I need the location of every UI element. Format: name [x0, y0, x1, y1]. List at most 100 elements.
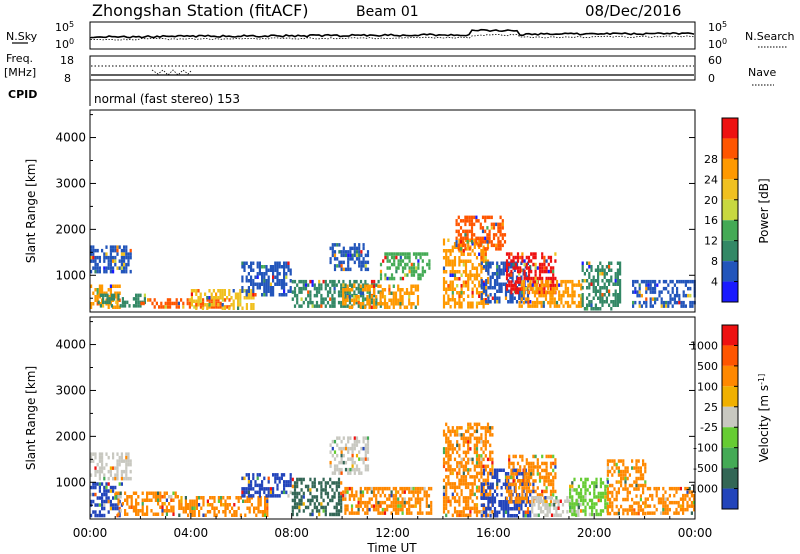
- echo-region: [581, 261, 622, 311]
- echo-cell: [453, 298, 457, 302]
- echo-cell: [470, 215, 474, 220]
- echo-cell: [569, 293, 572, 298]
- colorbar-swatch: [722, 427, 738, 448]
- echo-cell: [666, 511, 669, 515]
- echo-cell: [493, 496, 497, 500]
- echo-cell: [581, 265, 584, 269]
- echo-cell: [94, 482, 97, 486]
- echo-cell: [283, 265, 286, 269]
- echo-cell: [112, 485, 115, 490]
- echo-cell: [233, 503, 236, 507]
- echo-cell: [101, 469, 104, 474]
- echo-cell: [510, 273, 513, 277]
- echo-cell: [608, 303, 611, 307]
- echo-cell: [309, 498, 312, 503]
- echo-cell: [112, 496, 115, 500]
- echo-cell: [475, 273, 479, 277]
- echo-cell: [644, 504, 647, 508]
- echo-cell: [649, 297, 652, 301]
- echo-cell: [604, 495, 607, 499]
- echo-cell: [462, 450, 465, 455]
- echo-cell: [274, 480, 277, 484]
- echo-cell: [455, 219, 458, 223]
- echo-cell: [304, 279, 308, 284]
- echo-cell: [480, 286, 483, 290]
- echo-cell: [489, 472, 492, 476]
- echo-cell: [375, 497, 378, 501]
- echo-cell: [94, 452, 97, 456]
- echo-cell: [595, 509, 598, 513]
- colorbar-swatch: [722, 220, 738, 241]
- echo-cell: [329, 290, 332, 294]
- echo-cell: [497, 236, 500, 241]
- echo-cell: [478, 464, 481, 469]
- echo-cell: [107, 482, 110, 486]
- echo-cell: [107, 259, 110, 263]
- echo-cell: [250, 265, 253, 269]
- echo-cell: [217, 303, 220, 307]
- echo-cell: [127, 476, 130, 481]
- echo-cell: [342, 493, 345, 498]
- echo-cell: [500, 500, 503, 504]
- echo-cell: [161, 505, 164, 509]
- echo-cell: [180, 496, 183, 500]
- echo-cell: [351, 443, 354, 447]
- echo-cell: [366, 486, 369, 491]
- echo-cell: [496, 479, 499, 483]
- echo-cell: [243, 490, 246, 495]
- echo-cell: [586, 307, 589, 311]
- echo-cell: [447, 440, 450, 444]
- echo-cell: [502, 282, 505, 286]
- echo-cell: [524, 272, 527, 276]
- echo-cell: [237, 306, 240, 310]
- echo-cell: [520, 293, 523, 297]
- echo-cell: [442, 485, 446, 490]
- echo-cell: [584, 509, 587, 513]
- echo-cell: [198, 503, 201, 507]
- echo-cell: [525, 500, 528, 504]
- echo-cell: [480, 266, 483, 270]
- echo-cell: [451, 482, 454, 486]
- echo-cell: [631, 497, 634, 502]
- echo-cell: [484, 247, 487, 251]
- echo-cell: [639, 508, 642, 512]
- echo-cell: [455, 222, 458, 227]
- echo-cell: [462, 440, 465, 444]
- echo-cell: [480, 510, 483, 514]
- echo-cell: [377, 490, 380, 494]
- echo-cell: [347, 253, 350, 258]
- echo-cell: [128, 304, 131, 308]
- echo-cell: [534, 276, 537, 281]
- echo-cell: [234, 292, 237, 296]
- echo-cell: [467, 471, 470, 476]
- echo-cell: [220, 496, 223, 500]
- echo-cell: [597, 495, 600, 499]
- echo-cell: [392, 507, 395, 512]
- echo-cell: [224, 513, 227, 517]
- echo-cell: [256, 265, 259, 269]
- echo-cell: [468, 247, 471, 251]
- echo-cell: [403, 305, 406, 309]
- echo-cell: [480, 291, 483, 295]
- echo-region: [505, 454, 557, 504]
- echo-cell: [125, 462, 128, 467]
- echo-cell: [247, 473, 250, 477]
- echo-cell: [120, 262, 123, 267]
- echo-cell: [163, 491, 166, 495]
- echo-cell: [217, 510, 220, 514]
- echo-cell: [355, 246, 359, 251]
- echo-cell: [525, 461, 528, 466]
- echo-cell: [493, 468, 497, 472]
- echo-cell: [127, 452, 130, 456]
- echo-cell: [622, 473, 625, 477]
- echo-cell: [318, 512, 321, 517]
- echo-cell: [485, 279, 488, 283]
- echo-cell: [109, 506, 112, 511]
- echo-cell: [667, 300, 670, 305]
- echo-cell: [690, 493, 693, 498]
- echo-cell: [593, 502, 596, 506]
- echo-cell: [445, 249, 448, 253]
- echo-cell: [462, 468, 465, 472]
- echo-cell: [199, 301, 202, 306]
- echo-cell: [386, 259, 389, 263]
